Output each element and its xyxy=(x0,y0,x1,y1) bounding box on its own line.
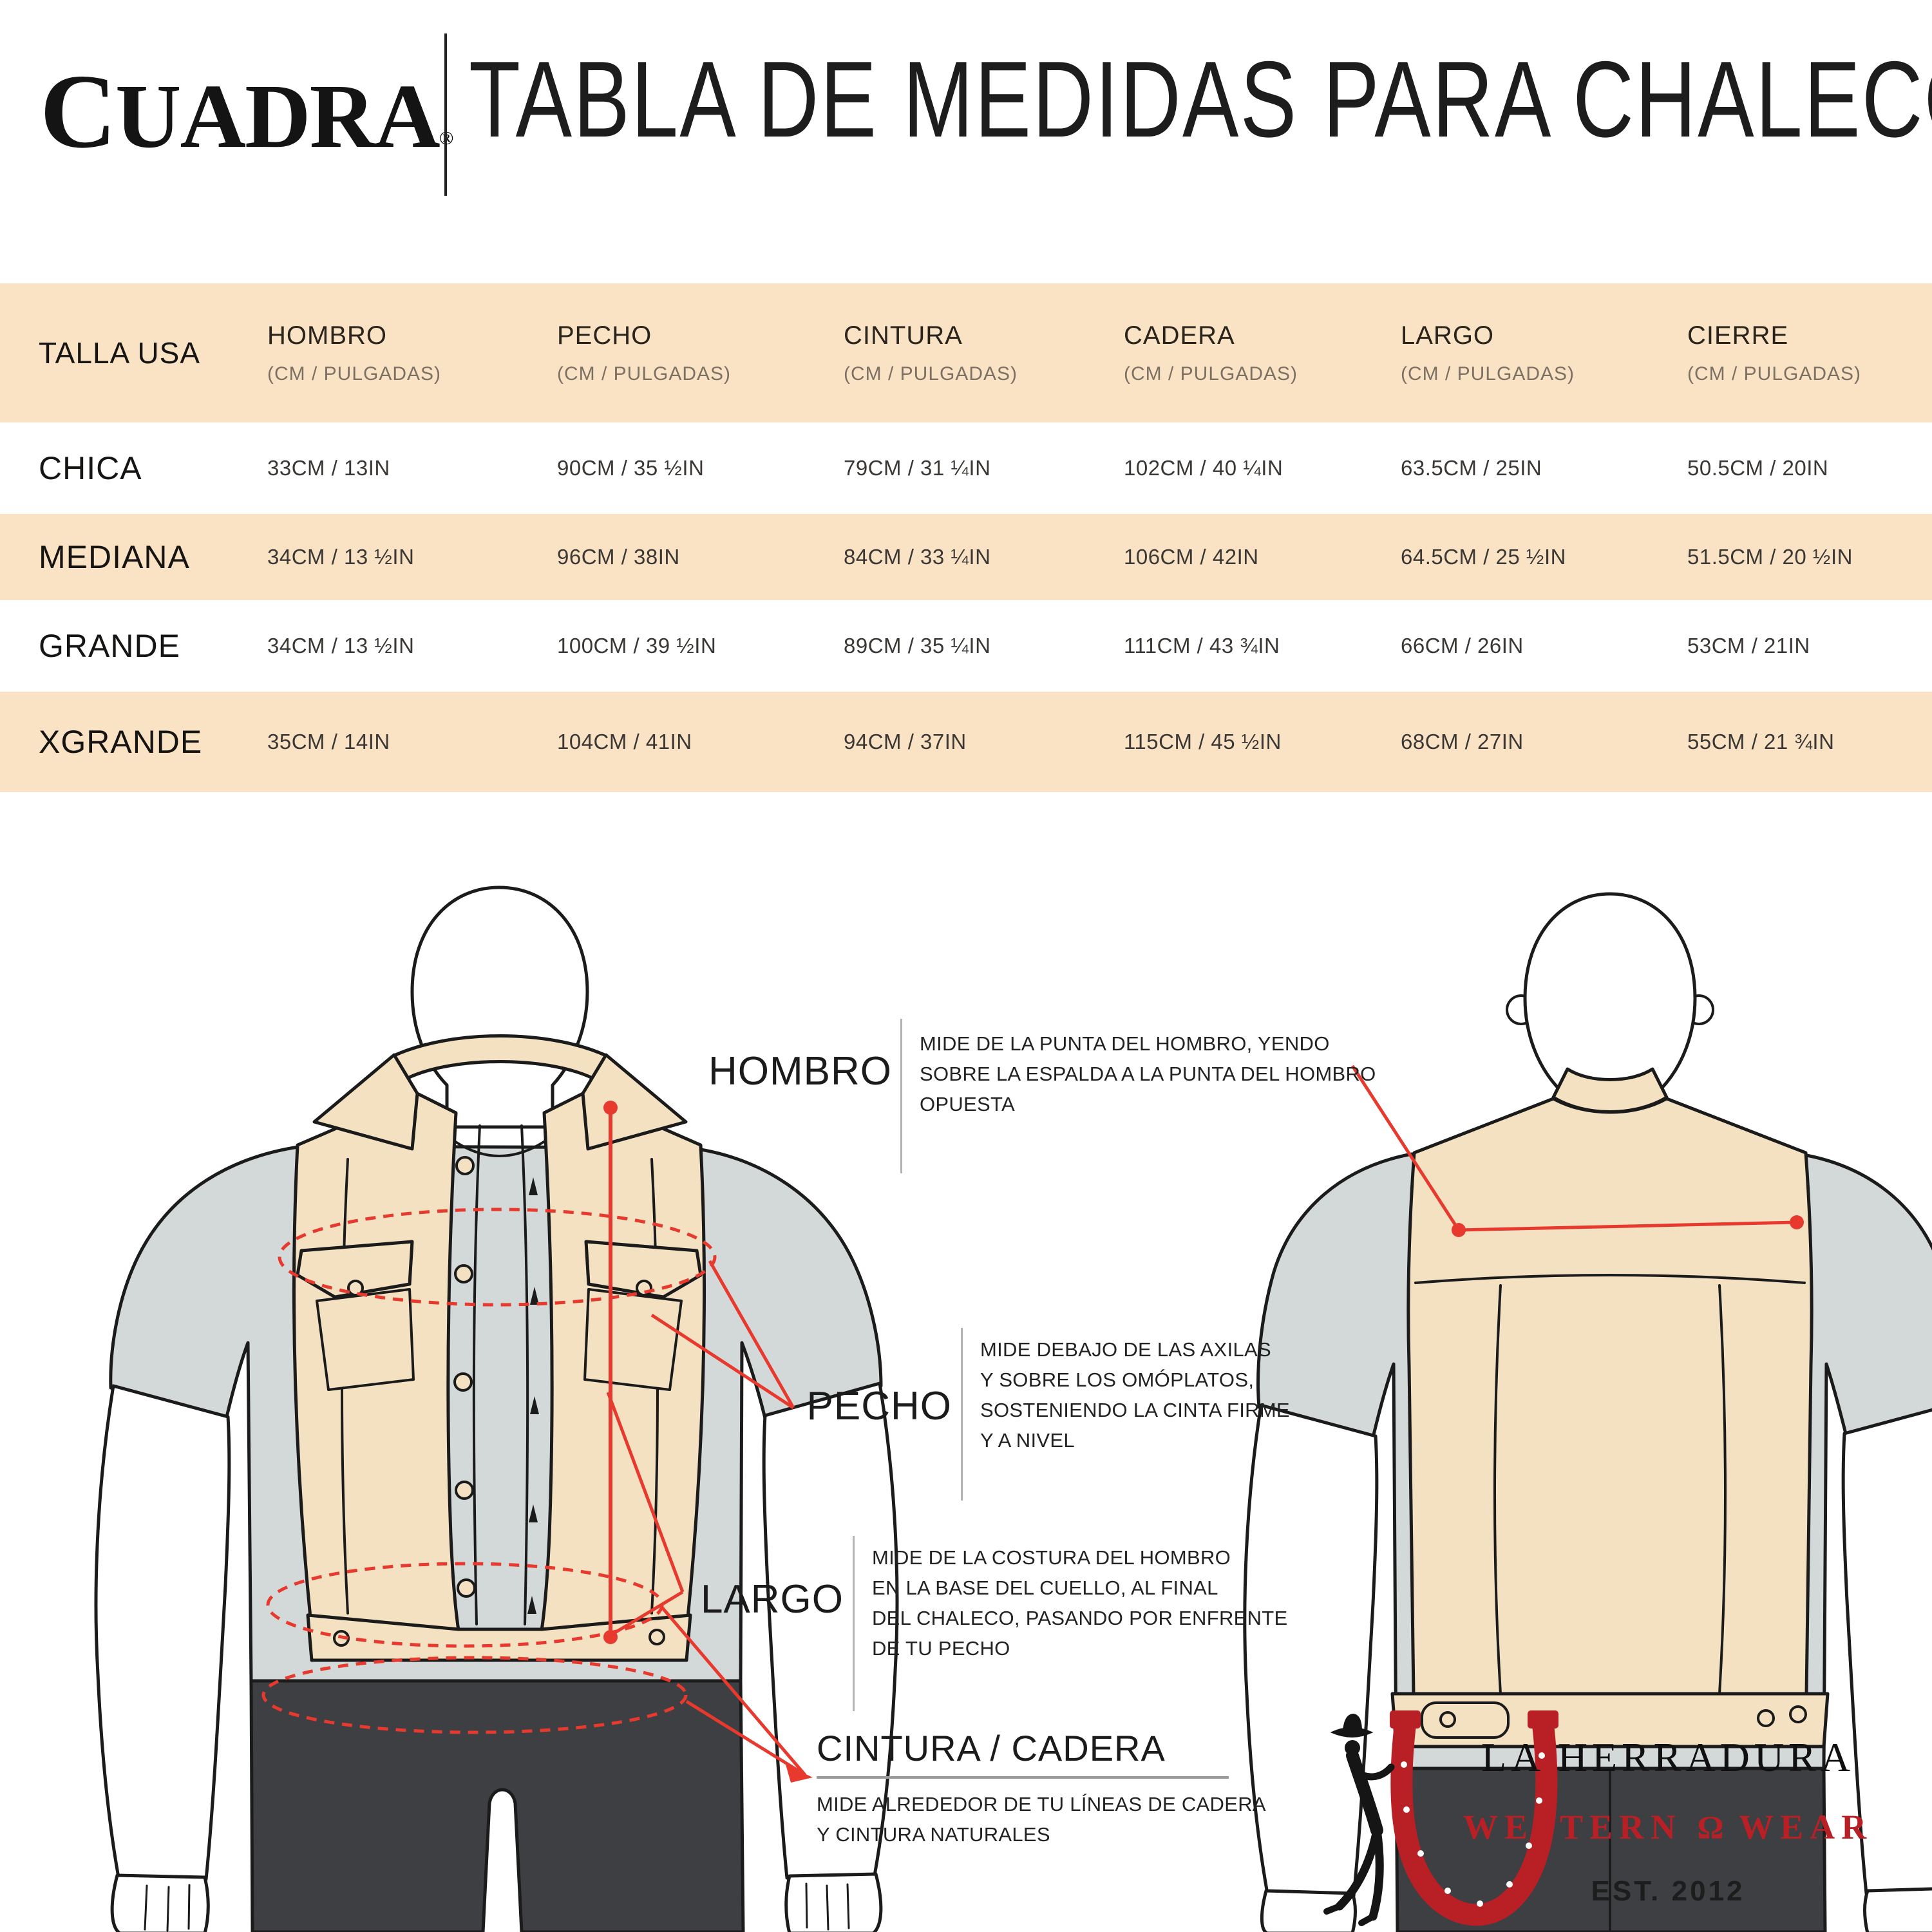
annotation-text-pecho: MIDE DEBAJO DE LAS AXILAS Y SOBRE LOS OM… xyxy=(980,1338,1290,1452)
col-header-largo: LARGO (CM / PULGADAS) xyxy=(1401,321,1575,384)
col-header-hombro: HOMBRO (CM / PULGADAS) xyxy=(267,321,442,384)
shoulder-measure-marks xyxy=(1350,1065,1804,1237)
table-row-grande: GRANDE 34CM / 13 ½IN 100CM / 39 ½IN 89CM… xyxy=(0,603,1932,689)
col-header-talla: TALLA USA xyxy=(39,336,201,370)
size-label: MEDIANA xyxy=(39,539,190,575)
size-label: XGRANDE xyxy=(39,724,203,760)
measure-value: 33CM / 13IN xyxy=(267,456,390,480)
measure-value: 64.5CM / 25 ½IN xyxy=(1401,545,1566,569)
small-horseshoe-icon: Ω xyxy=(1697,1810,1724,1846)
table-row-mediana: MEDIANA 34CM / 13 ½IN 96CM / 38IN 84CM /… xyxy=(0,514,1932,600)
measure-value: 84CM / 33 ¼IN xyxy=(844,545,991,569)
measure-value: 89CM / 35 ¼IN xyxy=(844,634,991,658)
size-label: GRANDE xyxy=(39,628,180,664)
col-header-cintura: CINTURA (CM / PULGADAS) xyxy=(844,321,1018,384)
measure-value: 104CM / 41IN xyxy=(557,730,692,753)
annotation-divider xyxy=(900,1019,902,1173)
size-label: CHICA xyxy=(39,450,142,486)
measure-value: 63.5CM / 25IN xyxy=(1401,456,1542,480)
header-divider xyxy=(444,33,447,196)
footer-logo-est: EST. 2012 xyxy=(1591,1875,1745,1907)
measure-value: 51.5CM / 20 ½IN xyxy=(1687,545,1853,569)
brand-name: CUADRA xyxy=(40,52,440,170)
measure-value: 96CM / 38IN xyxy=(557,545,680,569)
footer-logo-western: WESTERN xyxy=(1463,1808,1682,1846)
col-header-pecho: PECHO (CM / PULGADAS) xyxy=(557,321,732,384)
measure-value: 111CM / 43 ¾IN xyxy=(1124,634,1280,658)
annotation-underline xyxy=(817,1776,1229,1779)
back-vest-panel xyxy=(1406,1097,1814,1697)
measure-value: 66CM / 26IN xyxy=(1401,634,1524,658)
footer-logo-wear: WEAR xyxy=(1739,1808,1873,1846)
measure-value: 55CM / 21 ¾IN xyxy=(1687,730,1835,753)
measure-value: 35CM / 14IN xyxy=(267,730,390,753)
footer-logo-name: LA HERRADURA xyxy=(1481,1734,1855,1780)
annotation-label-pecho: PECHO xyxy=(806,1384,952,1428)
annotation-divider xyxy=(961,1328,963,1501)
measure-value: 100CM / 39 ½IN xyxy=(557,634,717,658)
measure-value: 79CM / 31 ¼IN xyxy=(844,456,991,480)
annotation-label-hombro: HOMBRO xyxy=(708,1049,892,1094)
front-pants xyxy=(249,1679,745,1932)
measure-value: 106CM / 42IN xyxy=(1124,545,1259,569)
measure-value: 94CM / 37IN xyxy=(844,730,967,753)
front-figure-illustration xyxy=(94,886,899,1932)
table-header-row: TALLA USA HOMBRO (CM / PULGADAS) PECHO (… xyxy=(0,283,1932,422)
annotation-text-cintura-cadera: MIDE ALREDEDOR DE TU LÍNEAS DE CADERA Y … xyxy=(817,1793,1266,1846)
measure-value: 34CM / 13 ½IN xyxy=(267,634,415,658)
measure-value: 68CM / 27IN xyxy=(1401,730,1524,753)
hombro-leader-line xyxy=(1350,1065,1461,1231)
page-title: TABLA DE MEDIDAS PARA CHALECO xyxy=(469,39,1932,160)
callout-lines xyxy=(606,1260,813,1783)
chest-measure-ellipse xyxy=(278,1208,717,1307)
measure-value: 53CM / 21IN xyxy=(1687,634,1810,658)
measure-value: 90CM / 35 ½IN xyxy=(557,456,705,480)
annotation-label-largo: LARGO xyxy=(700,1577,844,1622)
hombro-measure-line xyxy=(1458,1220,1797,1232)
measure-value: 115CM / 45 ½IN xyxy=(1124,730,1282,753)
table-row-chica: CHICA 33CM / 13IN 90CM / 35 ½IN 79CM / 3… xyxy=(0,425,1932,511)
back-figure-illustration xyxy=(1243,892,1932,1932)
annotation-text-hombro: MIDE DE LA PUNTA DEL HOMBRO, YENDO SOBRE… xyxy=(920,1032,1376,1115)
measure-value: 102CM / 40 ¼IN xyxy=(1124,456,1283,480)
cowboy-icon xyxy=(1323,1713,1395,1926)
hip-measure-ellipse xyxy=(261,1656,688,1734)
brand-logo: CUADRA ® xyxy=(40,50,453,173)
size-table: TALLA USA HOMBRO (CM / PULGADAS) PECHO (… xyxy=(0,283,1932,792)
annotation-divider xyxy=(853,1536,855,1711)
annotation-text-largo: MIDE DE LA COSTURA DEL HOMBRO EN LA BASE… xyxy=(872,1546,1288,1660)
table-row-xgrande: XGRANDE 35CM / 14IN 104CM / 41IN 94CM / … xyxy=(0,692,1932,792)
footer-logo-line2: WESTERN Ω WEAR xyxy=(1462,1807,1874,1847)
col-header-cadera: CADERA (CM / PULGADAS) xyxy=(1124,321,1298,384)
col-header-cierre: CIERRE (CM / PULGADAS) xyxy=(1687,321,1862,384)
measure-value: 50.5CM / 20IN xyxy=(1687,456,1829,480)
horseshoe-icon xyxy=(1390,1710,1558,1926)
annotation-label-cintura-cadera: CINTURA / CADERA xyxy=(817,1728,1166,1768)
measure-value: 34CM / 13 ½IN xyxy=(267,545,415,569)
